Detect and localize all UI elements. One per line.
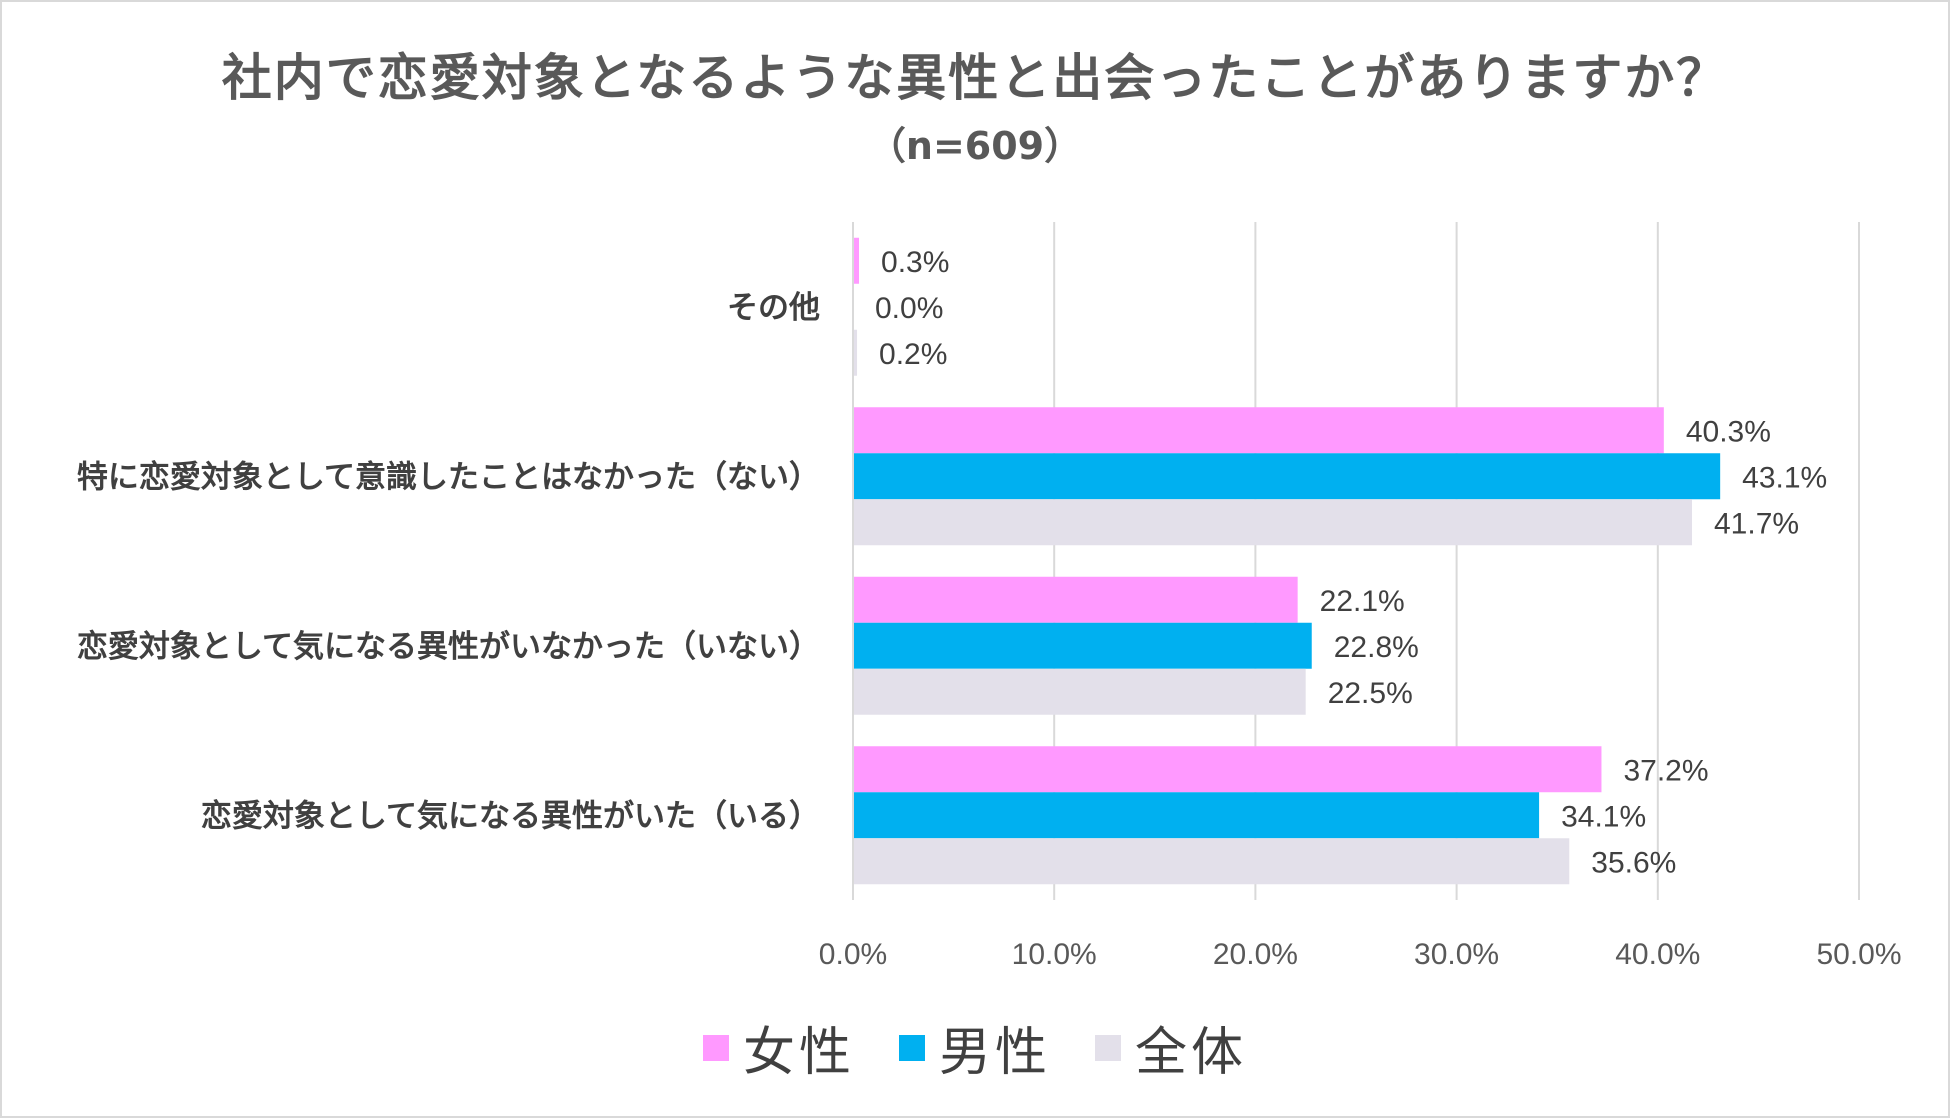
bar-1-0 (853, 407, 1664, 454)
data-label-1-2: 41.7% (1714, 507, 1799, 540)
data-label-0-0: 0.3% (881, 246, 949, 279)
bar-3-0 (853, 746, 1602, 793)
bar-0-0 (853, 237, 860, 284)
data-label-3-1: 34.1% (1561, 800, 1646, 833)
bar-2-2 (853, 668, 1306, 715)
legend-label-all: 全体 (1135, 1023, 1248, 1083)
category-label-1: 特に恋愛対象として意識したことはなかった（ない） (77, 459, 820, 495)
legend-swatch-female (702, 1034, 729, 1061)
data-label-0-2: 0.2% (879, 338, 947, 371)
bar-2-0 (853, 576, 1298, 623)
data-label-1-0: 40.3% (1686, 415, 1771, 448)
category-label-2: 恋愛対象として気になる異性がいなかった（いない） (77, 629, 820, 665)
x-tick-label-3: 30.0% (1414, 938, 1499, 971)
data-label-3-2: 35.6% (1591, 846, 1676, 879)
legend-label-male: 男性 (938, 1023, 1051, 1083)
data-label-2-0: 22.1% (1320, 585, 1405, 618)
bar-2-1 (853, 622, 1312, 669)
chart-legend: 女性 男性 全体 (0, 1010, 1950, 1085)
bar-3-1 (853, 792, 1540, 839)
chart-subtitle: （n=609） (867, 124, 1083, 168)
x-tick-label-4: 40.0% (1615, 938, 1700, 971)
x-tick-label-0: 0.0% (819, 938, 887, 971)
bar-1-2 (853, 499, 1693, 546)
bar-1-1 (853, 453, 1721, 500)
category-label-0: その他 (727, 290, 820, 326)
chart-title: 社内で恋愛対象となるような異性と出会ったことがありますか？ (221, 49, 1729, 107)
data-label-0-1: 0.0% (875, 292, 943, 325)
x-tick-label-2: 20.0% (1213, 938, 1298, 971)
legend-label-female: 女性 (742, 1023, 855, 1083)
bar-3-2 (853, 838, 1570, 885)
legend-item-all: 全体 (1095, 1010, 1247, 1085)
x-tick-label-5: 50.0% (1816, 938, 1901, 971)
legend-item-female: 女性 (702, 1010, 855, 1085)
legend-swatch-all (1095, 1034, 1121, 1061)
legend-item-male: 男性 (898, 1010, 1051, 1085)
data-label-2-1: 22.8% (1334, 631, 1419, 664)
data-label-1-1: 43.1% (1742, 461, 1827, 494)
data-label-3-0: 37.2% (1623, 754, 1708, 787)
bar-0-2 (853, 329, 858, 376)
category-label-3: 恋愛対象として気になる異性がいた（いる） (201, 798, 820, 834)
x-tick-label-1: 10.0% (1012, 938, 1097, 971)
data-label-2-2: 22.5% (1328, 677, 1413, 710)
legend-swatch-male (898, 1034, 925, 1061)
